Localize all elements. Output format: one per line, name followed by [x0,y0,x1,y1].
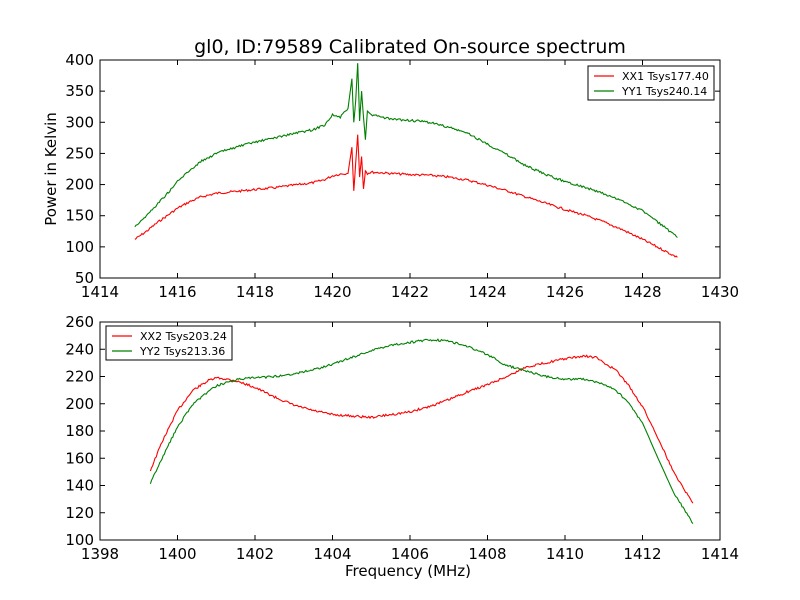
x-tick-label: 1406 [391,545,429,563]
x-tick-label: 1418 [236,283,274,301]
x-tick-label: 1404 [313,545,351,563]
y-tick-label: 100 [65,238,94,256]
legend-box [105,325,233,361]
legend-box [587,65,715,101]
x-tick-label: 1416 [158,283,196,301]
x-tick-label: 1400 [158,545,196,563]
legend-entry: XX1 Tsys177.40 [622,70,709,83]
x-tick-label: 1424 [468,283,506,301]
y-tick-label: 180 [65,422,94,440]
y-tick-label: 50 [75,269,94,287]
x-tick-label: 1426 [546,283,584,301]
legend-entry: YY2 Tsys213.36 [139,345,225,358]
bottom-chart: 1398 1400 1402 1404 1406 1408 1410 1412 1414 100 1… [65,313,739,580]
x-tick-label: 1420 [313,283,351,301]
x-tick-label: 1412 [623,545,661,563]
x-tick-label: 1408 [468,545,506,563]
y-tick-label: 160 [65,449,94,467]
x-tick-label: 1430 [701,283,739,301]
y-tick-label: 200 [65,395,94,413]
x-tick-label: 1414 [701,545,739,563]
figure-title: gl0, ID:79589 Calibrated On-source spect… [194,36,626,58]
x-tick-label: 1410 [546,545,584,563]
top-chart: 1414 1416 1418 1420 1422 1424 1426 1428 1430 50 10… [42,51,739,301]
series-line-1 [134,134,678,258]
series-line-2 [149,338,694,524]
y-tick-label: 400 [65,51,94,69]
legend-entry: YY1 Tsys240.14 [621,85,707,98]
x-tick-label: 1402 [236,545,274,563]
y-tick-label: 300 [65,113,94,131]
y-tick-label: 250 [65,144,94,162]
y-tick-label: 150 [65,207,94,225]
x-tick-label: 1422 [391,283,429,301]
x-tick-label: 1414 [81,283,119,301]
y-tick-label: 220 [65,368,94,386]
y-tick-label: 350 [65,82,94,100]
y-tick-label: 120 [65,504,94,522]
x-axis-label: Frequency (MHz) [345,562,471,580]
series-line-2 [134,63,678,238]
y-tick-label: 260 [65,313,94,331]
y-tick-label: 240 [65,340,94,358]
y-tick-label: 140 [65,477,94,495]
y-axis-label: Power in Kelvin [42,112,60,226]
x-tick-label: 1428 [623,283,661,301]
series-line-1 [149,354,694,504]
x-tick-label: 1398 [81,545,119,563]
legend-entry: XX2 Tsys203.24 [140,330,227,343]
y-tick-label: 100 [65,531,94,549]
y-tick-label: 200 [65,176,94,194]
